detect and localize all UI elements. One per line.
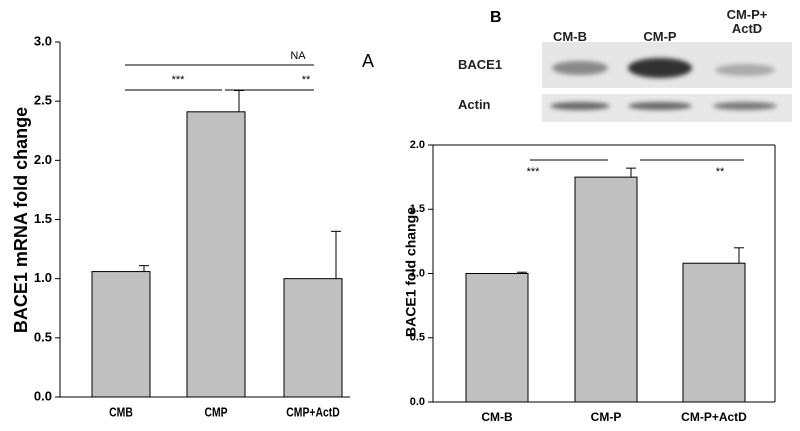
annotation: ** <box>716 166 725 178</box>
y-tick-label: 1.0 <box>34 270 52 285</box>
row-label: BACE1 <box>458 57 503 72</box>
bar <box>91 271 151 398</box>
y-tick-label: 0.0 <box>410 396 425 408</box>
x-tick-label: CMB <box>109 405 133 419</box>
band <box>628 102 692 110</box>
bar <box>682 262 746 403</box>
annotation: ** <box>302 74 311 86</box>
y-tick-label: 1.5 <box>410 203 425 215</box>
bar <box>465 273 529 403</box>
annotation: *** <box>172 74 186 86</box>
y-tick-label: 2.0 <box>410 139 425 151</box>
y-tick-label: 1.0 <box>410 267 425 279</box>
y-axis-label: BACE1 mRNA fold change <box>11 107 31 333</box>
band <box>628 58 692 78</box>
band <box>715 64 775 76</box>
band <box>552 61 608 75</box>
lane-label: CM-P <box>643 29 677 44</box>
y-tick-label: 3.0 <box>34 33 52 48</box>
y-tick-label: 1.5 <box>34 211 52 226</box>
row-label: Actin <box>458 97 491 112</box>
panel-label: B <box>490 9 502 26</box>
western-blot <box>542 42 792 122</box>
bar <box>283 278 343 398</box>
annotation: NA <box>290 50 306 62</box>
band <box>713 102 777 110</box>
lane-label: CM-B <box>553 29 587 44</box>
y-tick-label: 0.5 <box>410 332 425 344</box>
bar <box>574 176 638 403</box>
lane-label: CM-P+ ActD <box>726 7 768 36</box>
x-tick-label: CM-P+ActD <box>681 410 747 424</box>
panel-label: A <box>362 51 374 71</box>
annotation: *** <box>527 166 541 178</box>
x-tick-label: CMP <box>204 405 227 419</box>
x-tick-label: CMP+ActD <box>286 405 339 419</box>
x-tick-label: CM-B <box>481 410 513 424</box>
y-tick-label: 0.5 <box>34 329 52 344</box>
y-tick-label: 2.5 <box>34 93 52 108</box>
y-axis-label: BACE1 fold change <box>403 207 419 337</box>
y-tick-label: 2.0 <box>34 152 52 167</box>
y-tick-label: 0.0 <box>34 388 52 403</box>
band <box>550 102 610 110</box>
x-tick-label: CM-P <box>591 410 622 424</box>
bar <box>186 111 246 398</box>
